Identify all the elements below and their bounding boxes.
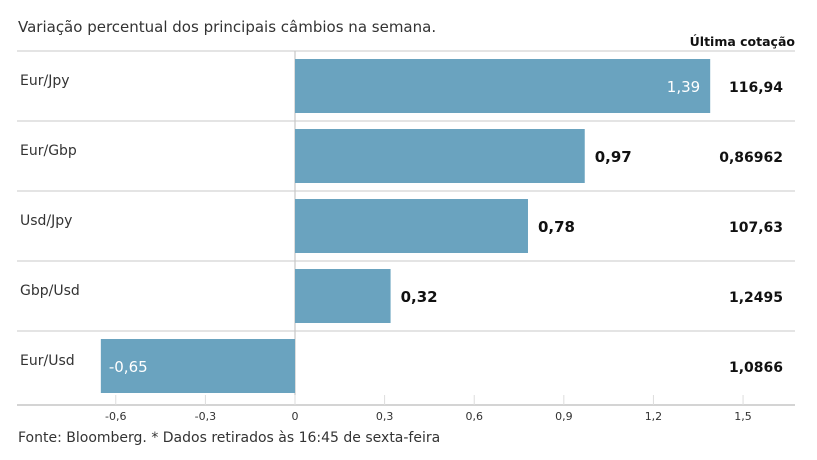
last-quote-value: 1,2495: [729, 290, 783, 306]
x-tick-label: 1,5: [734, 410, 752, 423]
bar: [295, 59, 711, 113]
x-tick-label: 0,9: [555, 410, 573, 423]
bar: [295, 269, 391, 323]
value-label: -0,65: [109, 358, 148, 376]
category-label: Eur/Gbp: [20, 143, 77, 159]
value-label: 1,39: [667, 78, 700, 96]
last-quote-value: 116,94: [729, 80, 783, 96]
value-label: 0,32: [401, 288, 438, 306]
category-label: Eur/Usd: [20, 353, 75, 369]
bar: [295, 199, 528, 253]
last-quote-value: 107,63: [729, 220, 783, 236]
category-label: Eur/Jpy: [20, 73, 70, 89]
category-label: Usd/Jpy: [20, 213, 72, 229]
bar: [100, 339, 295, 393]
bar: [295, 129, 585, 183]
x-tick-label: -0,6: [105, 410, 126, 423]
x-tick-label: -0,3: [195, 410, 216, 423]
footnote: Fonte: Bloomberg. * Dados retirados às 1…: [18, 430, 440, 446]
x-tick-label: 1,2: [645, 410, 663, 423]
x-tick-label: 0,6: [465, 410, 483, 423]
last-quote-value: 1,0866: [729, 360, 783, 376]
value-label: 0,97: [595, 148, 632, 166]
chart-title: Variação percentual dos principais câmbi…: [18, 18, 436, 36]
value-label: 0,78: [538, 218, 575, 236]
category-label: Gbp/Usd: [20, 283, 80, 299]
x-tick-label: 0,3: [376, 410, 394, 423]
last-quote-value: 0,86962: [719, 150, 783, 166]
x-tick-label: 0: [292, 410, 299, 423]
column-header: Última cotação: [690, 34, 796, 49]
